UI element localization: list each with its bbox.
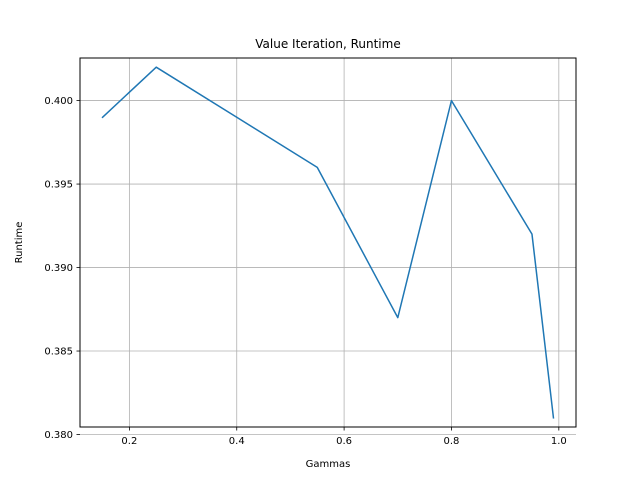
plot-frame <box>79 57 577 428</box>
y-axis-label: Runtime <box>14 222 25 264</box>
series-layer <box>101 66 555 419</box>
y-tick-label: 0.400 <box>44 96 73 107</box>
x-tick-label: 0.4 <box>229 436 245 447</box>
chart-title: Value Iteration, Runtime <box>255 37 400 51</box>
series-line <box>101 66 555 419</box>
y-tick-label: 0.385 <box>44 347 73 358</box>
x-tick-label: 0.2 <box>121 436 137 447</box>
y-tick-label: 0.390 <box>44 263 73 274</box>
grid <box>80 58 576 435</box>
x-tick-label: 0.6 <box>336 436 352 447</box>
x-axis-label: Gammas <box>306 459 351 470</box>
x-tick-label: 0.8 <box>444 436 460 447</box>
ticks: 0.2 0.4 0.6 0.8 1.0 0.380 0.385 0.390 0.395 0.400 <box>44 96 566 447</box>
y-tick-label: 0.380 <box>44 430 73 441</box>
y-tick-label: 0.395 <box>44 180 73 191</box>
x-tick-label: 1.0 <box>551 436 567 447</box>
